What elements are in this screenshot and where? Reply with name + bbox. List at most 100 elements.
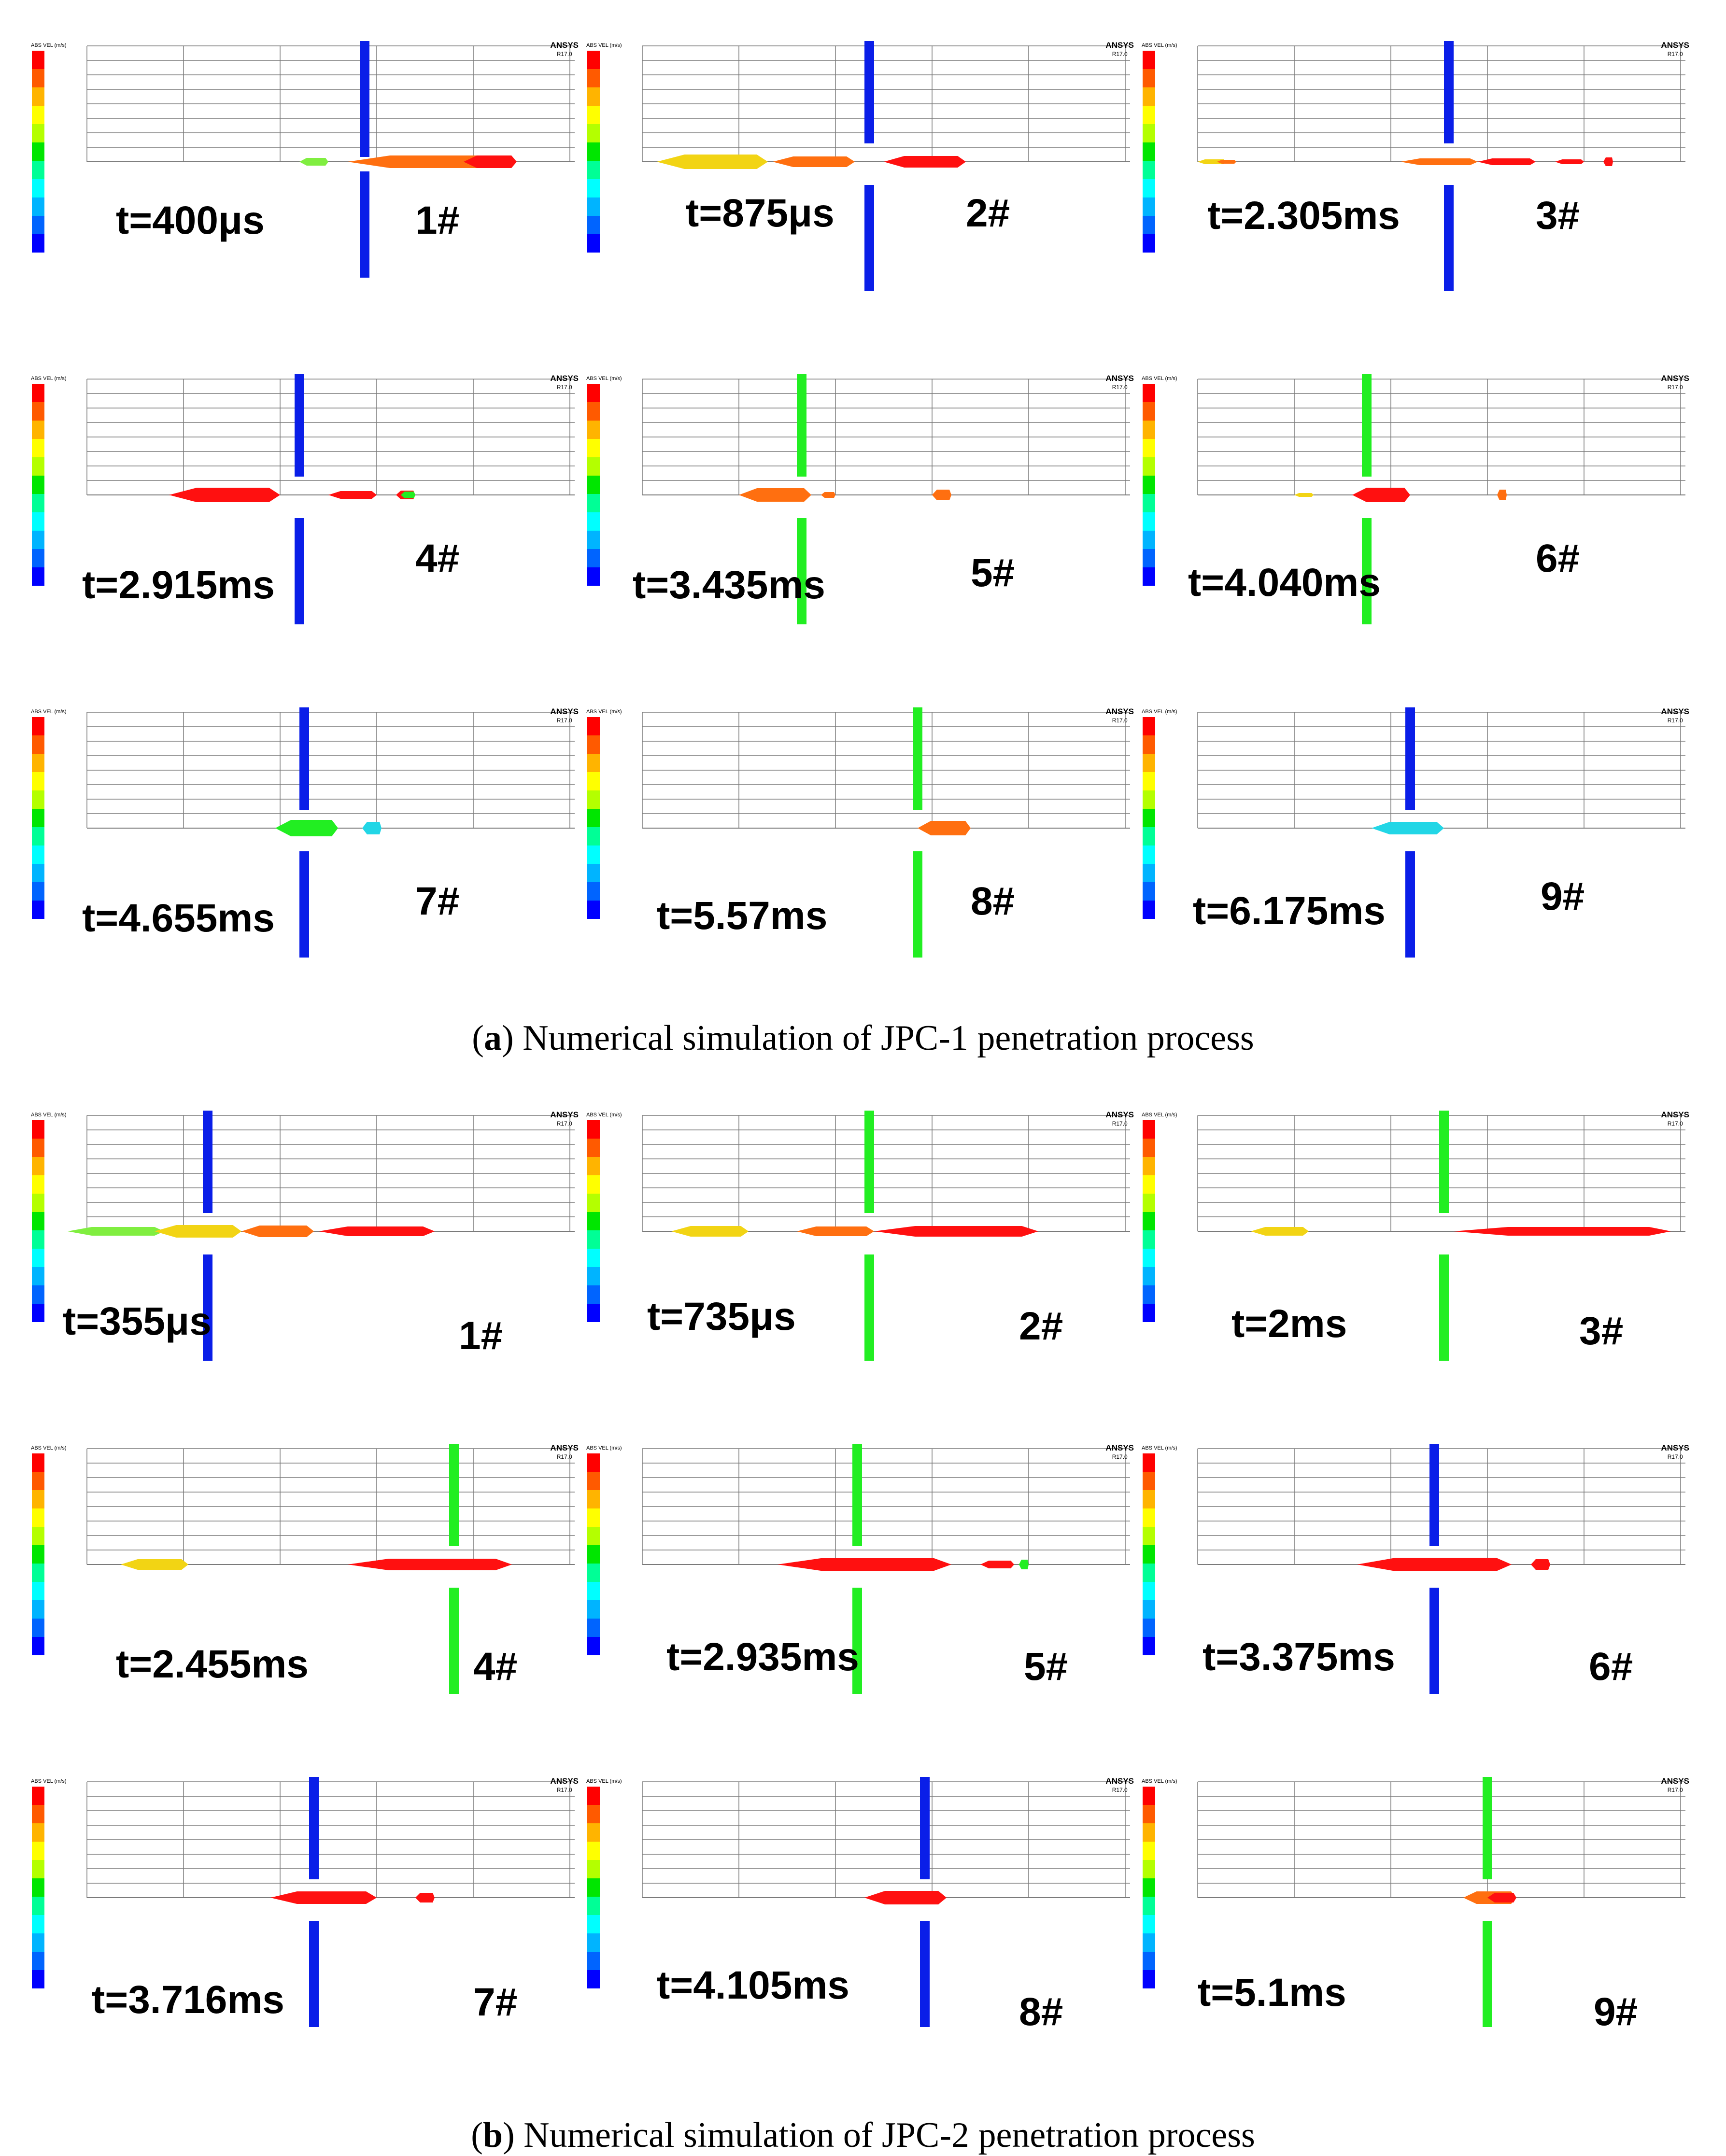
legend-swatch — [587, 1878, 600, 1897]
ansys-name: ANSYS — [1105, 1110, 1134, 1119]
legend-title: ABS VEL (m/s) — [31, 1778, 67, 1784]
panel-number: 4# — [473, 1645, 518, 1689]
target-plate-upper — [864, 41, 874, 143]
target-plate-lower — [309, 1921, 319, 2027]
jet-fragment — [773, 156, 855, 167]
legend-swatch — [32, 179, 44, 197]
legend-swatch — [1143, 457, 1155, 476]
legend-swatch — [587, 1527, 600, 1545]
target-plate-upper — [1362, 374, 1372, 477]
legend-swatch — [1143, 1787, 1155, 1805]
jet-fragment — [68, 1227, 164, 1236]
jet-fragment — [739, 488, 811, 502]
time-label: t=3.375ms — [1203, 1635, 1395, 1679]
target-plate-upper — [1429, 1444, 1439, 1546]
target-plate-lower — [913, 851, 922, 958]
ansys-badge: ANSYS R17.0 — [1105, 374, 1134, 392]
legend-swatch — [32, 827, 44, 845]
jet-fragment — [918, 821, 971, 835]
jet-fragment — [1531, 1559, 1550, 1570]
ansys-name: ANSYS — [550, 1443, 579, 1452]
sim-plot: ABS VEL (m/s) — [1142, 1444, 1685, 1694]
legend-swatch — [1143, 1582, 1155, 1600]
legend-swatch — [587, 384, 600, 402]
time-label: t=4.040ms — [1188, 561, 1381, 605]
legend-title: ABS VEL (m/s) — [586, 1778, 622, 1784]
ansys-name: ANSYS — [1661, 374, 1689, 383]
sim-panel: ABS VEL (m/s) ANSYS R17.0 — [584, 1777, 1140, 2047]
sim-plot: ABS VEL (m/s) — [1142, 707, 1685, 958]
legend-swatch — [1143, 1897, 1155, 1915]
jet-fragment — [797, 1226, 874, 1236]
sim-plot: ABS VEL (m/s) — [31, 1444, 575, 1694]
legend-swatch — [1143, 106, 1155, 124]
time-label: t=2.935ms — [666, 1635, 859, 1679]
legend-swatch — [32, 1212, 44, 1230]
legend-swatch — [587, 1175, 600, 1194]
ansys-version: R17.0 — [1667, 1120, 1683, 1127]
legend-swatch — [32, 1175, 44, 1194]
legend-swatch — [32, 1139, 44, 1157]
legend-swatch — [32, 1304, 44, 1322]
legend-swatch — [32, 69, 44, 87]
caption-a-text: Numerical simulation of JPC-1 penetratio… — [523, 1018, 1254, 1058]
legend-swatch — [32, 1970, 44, 1988]
jet-fragment — [415, 1893, 435, 1902]
legend-swatch — [32, 1120, 44, 1139]
legend-swatch — [587, 1194, 600, 1212]
legend-swatch — [1143, 1285, 1155, 1304]
jet-fragment — [932, 490, 951, 500]
legend-swatch — [32, 142, 44, 161]
legend-swatch — [32, 549, 44, 567]
legend-swatch — [1143, 402, 1155, 421]
grid — [86, 1781, 575, 1898]
ansys-version: R17.0 — [1112, 51, 1128, 57]
target-plate-lower — [360, 171, 369, 278]
sim-plot: ABS VEL (m/s) — [586, 41, 1130, 291]
grid — [86, 379, 575, 495]
jet-fragment — [1251, 1227, 1309, 1236]
caption-a: (a) Numerical simulation of JPC-1 penetr… — [472, 1018, 1254, 1058]
legend-swatch — [1143, 494, 1155, 512]
panel-number: 8# — [971, 879, 1015, 923]
legend-swatch — [32, 1842, 44, 1860]
legend-swatch — [32, 1582, 44, 1600]
legend-swatch — [1143, 1139, 1155, 1157]
legend-swatch — [32, 457, 44, 476]
ansys-name: ANSYS — [1105, 41, 1134, 50]
legend-swatch — [587, 1249, 600, 1267]
legend-swatch — [587, 1508, 600, 1527]
jet-fragment — [821, 492, 835, 498]
target-plate-lower — [864, 1254, 874, 1361]
legend-swatch — [32, 1933, 44, 1952]
sim-panel: ABS VEL (m/s) ANSYS R17.0 — [584, 707, 1140, 978]
jet-fragment — [1198, 159, 1227, 164]
legend-swatch — [1143, 754, 1155, 772]
legend-swatch — [587, 69, 600, 87]
legend-swatch — [32, 124, 44, 142]
legend-swatch — [32, 87, 44, 106]
ansys-version: R17.0 — [556, 1787, 572, 1793]
panel-number: 8# — [1019, 1990, 1063, 2034]
legend-swatch — [587, 549, 600, 567]
ansys-version: R17.0 — [1667, 1453, 1683, 1460]
jet-fragment — [864, 1891, 947, 1904]
legend-swatch — [1143, 384, 1155, 402]
legend-swatch — [1143, 197, 1155, 216]
target-plate-lower — [920, 1921, 930, 2027]
legend-swatch — [32, 1860, 44, 1878]
sim-panel: ABS VEL (m/s) ANSYS R17.0 — [29, 374, 584, 645]
ansys-version: R17.0 — [1667, 384, 1683, 391]
ansys-name: ANSYS — [550, 374, 579, 383]
target-plate-upper — [203, 1111, 212, 1213]
legend-swatch — [587, 1970, 600, 1988]
legend-title: ABS VEL (m/s) — [586, 42, 622, 48]
jet-fragment — [884, 156, 966, 168]
grid — [86, 45, 575, 162]
sim-plot: ABS VEL (m/s) — [31, 374, 575, 624]
target-plate-upper — [1444, 41, 1454, 143]
sim-panel: ABS VEL (m/s) ANSYS R17.0 — [29, 1777, 584, 2047]
target-plate-upper — [299, 707, 309, 810]
legend-swatch — [587, 161, 600, 179]
legend-swatch — [587, 1285, 600, 1304]
